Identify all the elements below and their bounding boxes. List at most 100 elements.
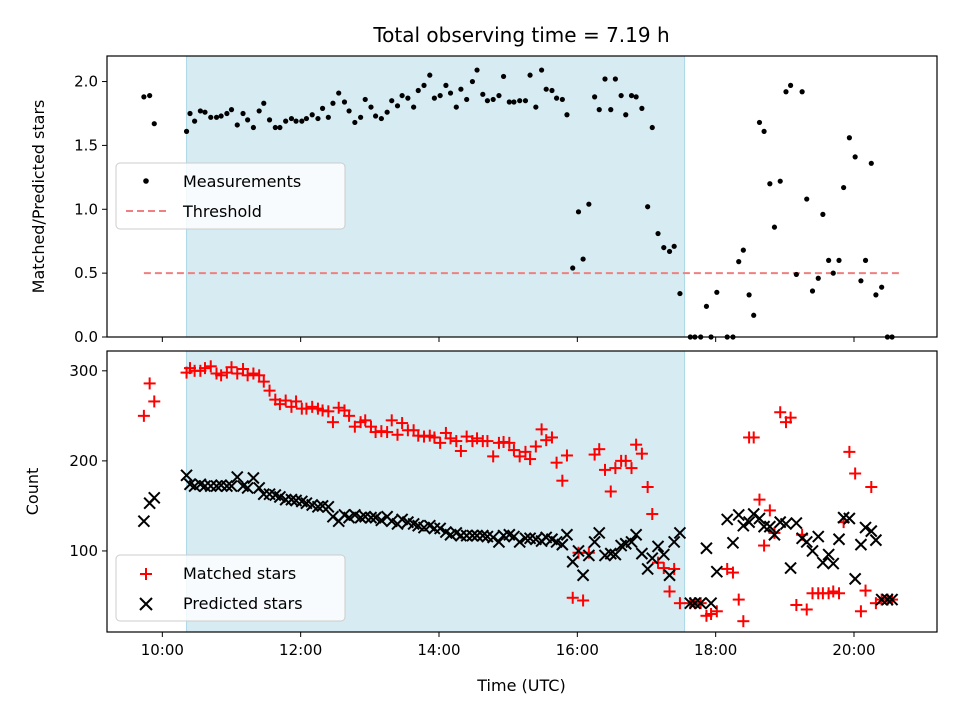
matched-star-point — [630, 438, 643, 451]
matched-star-point — [726, 566, 739, 579]
matched-star-point — [784, 411, 797, 424]
measurement-point — [559, 96, 565, 103]
predicted-star-point — [470, 529, 484, 542]
matched-star-point — [290, 395, 303, 408]
matched-star-point — [763, 504, 776, 517]
measurement-point — [671, 243, 677, 249]
measurement-point — [192, 118, 198, 124]
predicted-star-point — [854, 538, 868, 551]
x-tick-label: 12:00 — [279, 641, 322, 659]
predicted-star-point — [635, 547, 649, 560]
measurement-point — [649, 124, 655, 131]
predicted-star-point — [684, 596, 697, 610]
matched-star-point — [625, 462, 638, 475]
measurement-point — [469, 78, 476, 85]
matched-star-point — [322, 405, 335, 418]
top-y-tick-label: 0.0 — [74, 328, 98, 346]
predicted-star-point — [210, 479, 223, 493]
legend-matched-label: Matched stars — [183, 564, 296, 583]
bottom-plot-frame — [106, 350, 938, 633]
matched-star-point — [359, 414, 372, 427]
top-y-tick-label: 1.0 — [74, 200, 98, 218]
predicted-star-point — [865, 524, 878, 538]
predicted-star-point — [875, 593, 888, 606]
matched-star-point — [635, 447, 648, 460]
measurement-point — [389, 98, 395, 104]
measurement-point — [315, 115, 321, 122]
predicted-star-point — [593, 526, 606, 540]
matched-star-point — [428, 431, 441, 444]
predicted-star-point — [704, 596, 718, 610]
measurement-point — [564, 112, 570, 118]
measurement-point — [771, 224, 778, 230]
measurement-point — [415, 87, 421, 94]
matched-star-point — [854, 605, 867, 618]
measurement-point — [346, 108, 352, 114]
measurement-point — [677, 290, 683, 297]
matched-star-point — [391, 428, 404, 441]
measurement-point — [368, 104, 374, 110]
predicted-star-point — [180, 469, 193, 482]
measurement-point — [645, 204, 651, 210]
measurement-point — [804, 196, 810, 202]
predicted-star-point — [604, 547, 617, 560]
legend-measurements-label: Measurements — [183, 172, 301, 191]
measurement-point — [538, 67, 545, 73]
measurement-point — [879, 284, 885, 290]
measurement-point — [612, 76, 618, 82]
measurement-point — [703, 303, 710, 309]
measurement-point — [336, 90, 342, 96]
matched-star-point — [306, 400, 319, 413]
matched-star-point — [566, 591, 579, 604]
measurement-point — [480, 91, 486, 97]
x-tick-label: 10:00 — [141, 641, 184, 659]
x-axis-label: Time (UTC) — [476, 676, 565, 695]
matched-star-point — [849, 467, 862, 480]
measurement-point — [183, 128, 190, 134]
measurement-point — [500, 73, 507, 80]
measurement-point — [549, 87, 555, 94]
measurement-point — [234, 122, 240, 128]
predicted-star-point — [869, 533, 883, 547]
predicted-star-point — [832, 533, 846, 546]
predicted-star-point — [519, 532, 532, 545]
measurement-point — [218, 113, 224, 119]
measurement-point — [309, 112, 315, 118]
predicted-star-point — [220, 479, 234, 493]
matched-star-point — [343, 409, 356, 422]
predicted-star-point — [576, 569, 590, 582]
bottom-y-tick-label: 200 — [69, 452, 98, 470]
predicted-star-point — [700, 542, 713, 555]
predicted-star-point — [732, 508, 745, 522]
predicted-star-point — [285, 493, 298, 506]
predicted-star-point — [753, 512, 766, 525]
predicted-star-point — [225, 479, 238, 493]
measurement-point — [250, 124, 257, 131]
measurement-point — [793, 271, 799, 278]
measurement-point — [809, 288, 816, 294]
predicted-star-point — [757, 520, 771, 533]
predicted-star-point — [694, 596, 707, 610]
matched-star-point — [833, 587, 846, 600]
bottom-y-tick-label: 100 — [69, 542, 98, 560]
matched-star-point — [332, 401, 345, 414]
matched-star-point — [593, 443, 606, 456]
measurement-point — [384, 109, 390, 115]
measurement-point — [283, 118, 289, 124]
matched-star-point — [487, 450, 500, 463]
predicted-star-point — [848, 572, 862, 586]
measurement-point — [443, 82, 449, 88]
measurement-point — [858, 278, 864, 284]
matched-star-point — [215, 369, 228, 382]
matched-star-point — [800, 603, 813, 616]
measurement-point — [147, 92, 153, 99]
matched-star-point — [481, 435, 494, 448]
matched-star-point — [827, 585, 840, 598]
matched-star-point — [641, 480, 654, 493]
measurement-points — [141, 67, 895, 340]
measurement-point — [261, 100, 267, 106]
measurement-point — [319, 105, 326, 111]
predicted-star-point — [843, 512, 856, 525]
measurement-point — [761, 128, 767, 134]
measurement-point — [862, 257, 869, 263]
